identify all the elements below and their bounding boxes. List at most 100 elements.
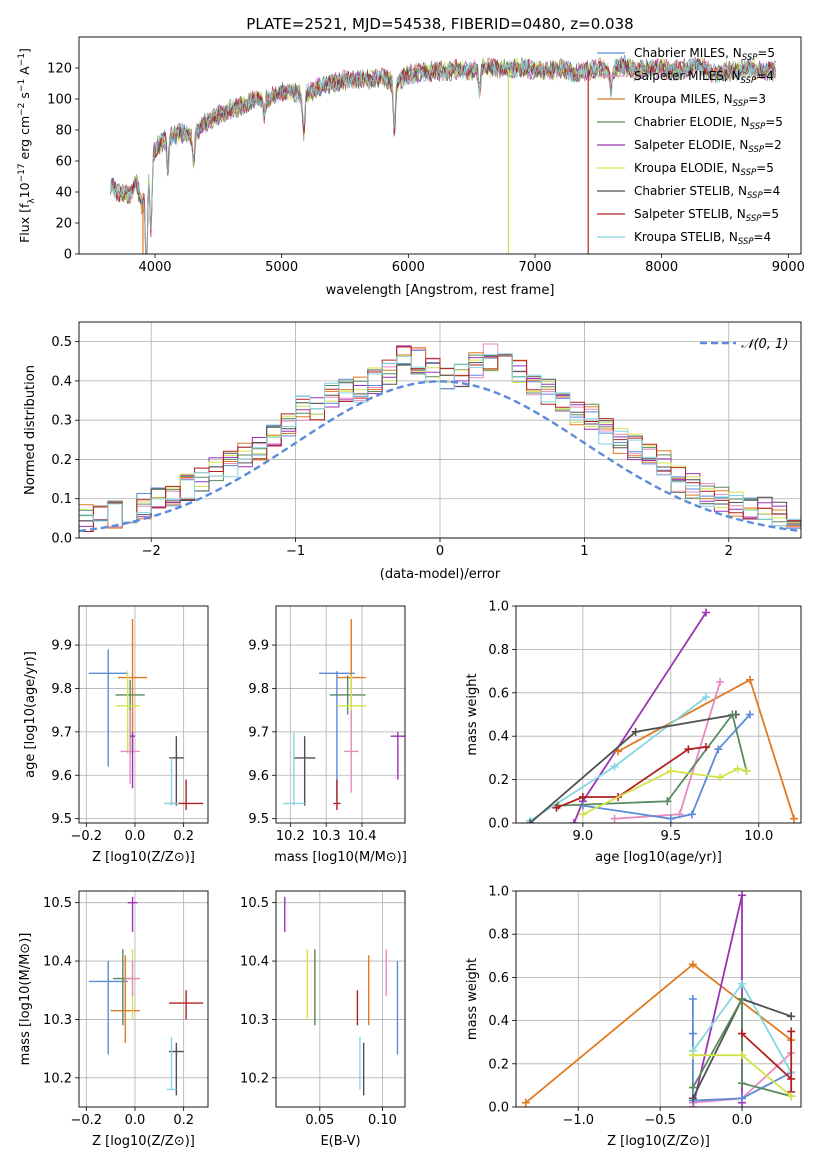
- histogram-series: [79, 347, 801, 529]
- y-tick-label: 10.2: [43, 1071, 72, 1086]
- weight-marker: [614, 747, 623, 756]
- weight-marker: [716, 773, 725, 782]
- y-tick-label: 9.5: [248, 812, 269, 827]
- weight-marker: [789, 814, 798, 823]
- weight-marker: [578, 792, 587, 801]
- weight-marker: [666, 766, 675, 775]
- y-tick-label: 10.3: [43, 1013, 72, 1028]
- weight-series-line: [558, 712, 748, 807]
- x-tick-label: 0.05: [305, 1113, 334, 1128]
- x-tick-label: 8000: [645, 260, 678, 275]
- chart-title: PLATE=2521, MJD=54538, FIBERID=0480, z=0…: [246, 15, 633, 33]
- weight-series-line: [582, 767, 747, 816]
- y-tick-label: 10.2: [240, 1071, 269, 1086]
- massweight_vs_age-axes: 9.0 9.5 10.0 0.0 0.2 0.4 0.6 0.8 1.0 age [log10(a…: [465, 600, 802, 865]
- weight-marker: [738, 979, 747, 988]
- legend-entry: Kroupa MILES, NSSP=3: [634, 92, 766, 109]
- legend-entry: Kroupa ELODIE, NSSP=5: [634, 161, 774, 178]
- x-tick-label: −1.0: [562, 1113, 594, 1128]
- axes-frame: [515, 890, 802, 1108]
- y-tick-label: 0.2: [488, 773, 509, 788]
- mass_vs_Z-axes: −0.2 0.0 0.2 10.2 10.3 10.4 10.5 Z [log10(Z/Z⊙)…: [18, 890, 209, 1149]
- x-tick-label: 0.10: [368, 1113, 397, 1128]
- weight-marker: [787, 1074, 796, 1083]
- y-axis-label: mass [log10(M/M⊙)]: [18, 933, 33, 1066]
- axes-frame: [78, 605, 209, 824]
- weight-marker: [663, 797, 672, 806]
- spectrum-lines: [110, 54, 777, 254]
- legend-entry: Chabrier MILES, NSSP=5: [634, 46, 775, 63]
- y-tick-label: 0.5: [51, 335, 72, 350]
- y-tick-label: 0.0: [51, 532, 72, 547]
- histogram-series: [79, 353, 801, 530]
- y-tick-label: 0.4: [488, 1014, 509, 1029]
- normal-curve: [79, 380, 801, 533]
- x-tick-label: 10.0: [744, 829, 773, 844]
- weight-marker: [714, 745, 723, 754]
- weight-marker: [688, 960, 697, 969]
- massweight_vs_Z-axes: −1.0 −0.5 0.0 0.0 0.2 0.4 0.6 0.8 1.0 Z [log10(Z/…: [465, 885, 802, 1149]
- y-tick-label: 0.6: [488, 686, 509, 701]
- weight-marker: [578, 801, 587, 810]
- x-tick-label: 1: [580, 544, 588, 559]
- x-tick-label: 9.0: [573, 829, 594, 844]
- y-tick-label: 9.8: [248, 682, 269, 697]
- y-tick-label: 9.6: [51, 769, 72, 784]
- y-axis-label: mass weight: [465, 673, 480, 755]
- legend-entry: Salpeter MILES, NSSP=4: [634, 69, 774, 86]
- x-tick-label: 5000: [265, 260, 298, 275]
- y-tick-label: 10.4: [240, 955, 269, 970]
- weight-marker: [631, 727, 640, 736]
- axes-frame: [275, 890, 406, 1108]
- weight-marker: [787, 1012, 796, 1021]
- x-axis-label: age [log10(age/yr)]: [595, 850, 722, 865]
- y-tick-label: 0.8: [488, 928, 509, 943]
- y-axis-label: mass weight: [465, 958, 480, 1040]
- axes-frame: [78, 36, 802, 255]
- x-tick-label: 6000: [392, 260, 425, 275]
- y-tick-label: 9.6: [248, 769, 269, 784]
- weight-marker: [702, 608, 710, 617]
- x-tick-label: −2: [142, 544, 161, 559]
- weight-marker: [666, 814, 675, 823]
- y-tick-label: 9.7: [248, 725, 269, 740]
- y-tick-label: 0.2: [488, 1057, 509, 1072]
- legend-entry: Salpeter ELODIE, NSSP=2: [634, 138, 782, 155]
- weight-series-line: [525, 963, 792, 1104]
- weight-series-line: [741, 1031, 793, 1092]
- x-tick-label: 0.0: [125, 829, 146, 844]
- spectrum-legend: Chabrier MILES, NSSP=5 Salpeter MILES, NS…: [597, 46, 783, 247]
- y-tick-label: 9.7: [51, 725, 72, 740]
- weight-marker: [738, 891, 747, 900]
- legend-entry: Chabrier STELIB, NSSP=4: [634, 184, 780, 201]
- y-tick-label: 0.4: [488, 730, 509, 745]
- x-tick-label: 0.0: [732, 1113, 753, 1128]
- axes-frame: [275, 605, 406, 824]
- x-tick-label: −0.2: [71, 829, 103, 844]
- x-tick-label: 4000: [138, 260, 171, 275]
- histogram-series: [79, 346, 801, 532]
- weight-marker: [738, 1051, 747, 1060]
- legend-entry: Salpeter STELIB, NSSP=5: [634, 207, 779, 224]
- y-tick-label: 0.0: [488, 1101, 509, 1116]
- x-tick-label: 0: [436, 544, 444, 559]
- weight-marker: [738, 1079, 747, 1088]
- y-axis-label: age [log10(age/yr)]: [23, 651, 38, 778]
- y-tick-label: 60: [55, 155, 72, 170]
- legend-entry: Chabrier ELODIE, NSSP=5: [634, 115, 783, 132]
- mass_vs_ebv-axes: 0.05 0.10 10.2 10.3 10.4 10.5 E(B-V): [240, 890, 406, 1149]
- y-tick-label: 0.8: [488, 643, 509, 658]
- y-tick-label: 9.5: [51, 812, 72, 827]
- y-tick-label: 9.9: [248, 639, 269, 654]
- age_vs_mass-points: [283, 619, 405, 810]
- weight-marker: [702, 743, 710, 752]
- legend-entry: Kroupa STELIB, NSSP=4: [634, 230, 771, 247]
- histogram-series: [79, 349, 801, 529]
- x-tick-label: 0.2: [173, 829, 194, 844]
- spectrum-axes: 4000 5000 6000 7000 8000 9000 0 20 40 60 80 100 120 P…: [17, 15, 805, 298]
- x-tick-label: 9000: [772, 260, 805, 275]
- x-tick-label: 10.4: [348, 829, 377, 844]
- weight-marker: [521, 1098, 530, 1107]
- y-tick-label: 0.3: [51, 414, 72, 429]
- y-tick-label: 0.0: [488, 817, 509, 832]
